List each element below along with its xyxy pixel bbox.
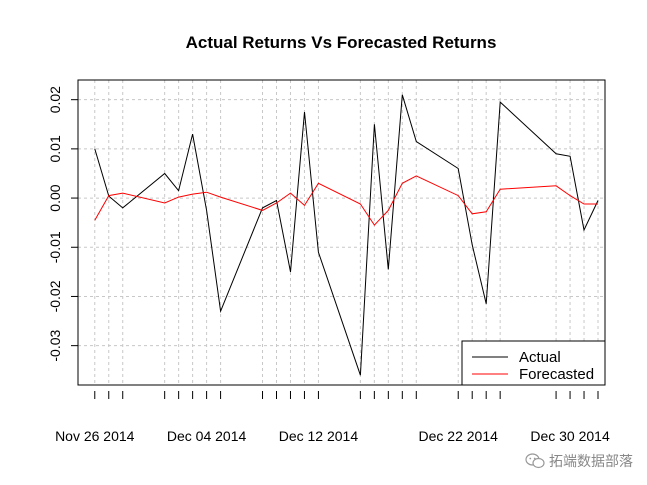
y-tick-label: -0.03 [47,329,63,361]
x-tick-label: Dec 30 2014 [530,428,610,444]
y-axis: -0.03 -0.02 -0.01 0.00 0.01 0.02 [47,86,78,362]
legend-box [461,340,606,386]
x-tick-label: Dec 04 2014 [167,428,247,444]
wechat-icon [525,453,545,469]
series-line-forecasted [94,175,598,226]
watermark: 拓端数据部落 [525,451,633,471]
x-tick-label: Nov 26 2014 [55,428,135,444]
watermark-text: 拓端数据部落 [549,453,633,469]
legend: Actual Forecasted [461,340,606,386]
series-group [94,94,599,376]
series-line-actual [94,94,599,376]
x-axis: Nov 26 2014 Dec 04 2014 Dec 12 2014 Dec 22 … [55,391,610,444]
x-tick-label: Dec 22 2014 [419,428,499,444]
legend-label-actual: Actual [519,349,561,366]
plot-frame [77,79,606,386]
y-tick-label: 0.01 [47,135,63,162]
y-tick-label: -0.01 [47,231,63,263]
y-tick-label: 0.00 [47,184,63,211]
legend-label-forecasted: Forecasted [519,366,594,383]
chart-title: Actual Returns Vs Forecasted Returns [186,33,497,52]
x-tick-label: Dec 12 2014 [279,428,359,444]
y-tick-label: 0.02 [47,86,63,113]
grid [78,80,605,385]
y-tick-label: -0.02 [47,280,63,312]
